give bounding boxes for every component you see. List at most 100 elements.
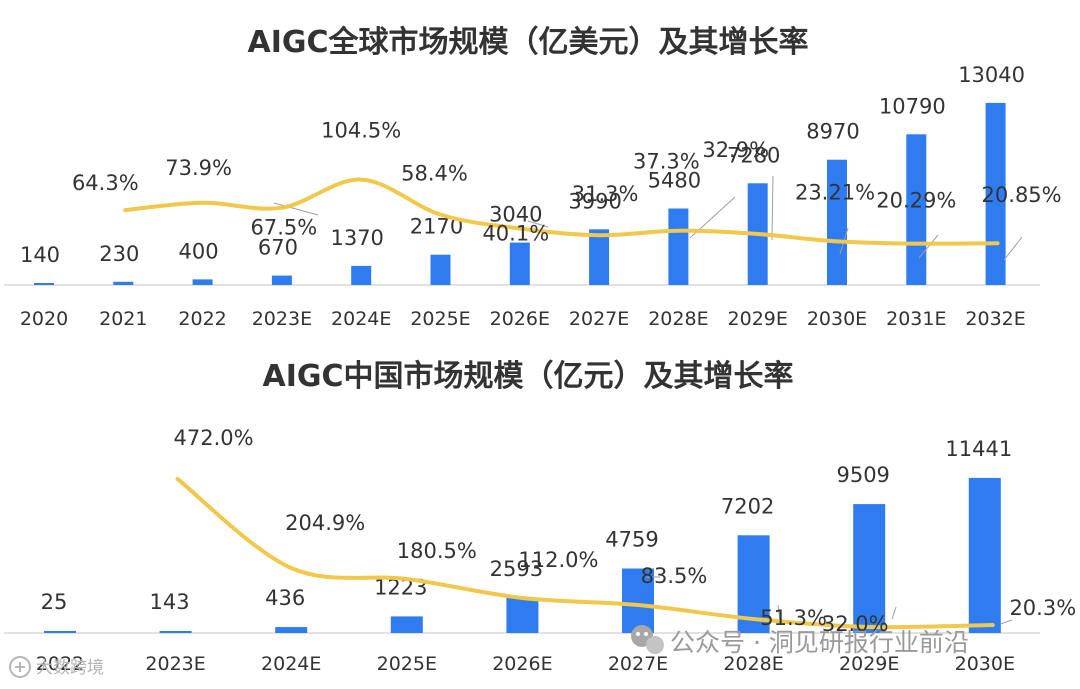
x-tick-label: 2022 [36, 653, 84, 675]
bar-value-label: 1370 [330, 226, 383, 250]
x-tick-label: 2028E [723, 653, 783, 675]
chart-title-global: AIGC全球市场规模（亿美元）及其增长率 [247, 25, 808, 60]
x-tick-label: 2024E [331, 308, 391, 330]
growth-rate-label: 67.5% [251, 216, 318, 240]
bar-2026E [509, 242, 530, 285]
corner-watermark-text: 大数跨境 [36, 658, 104, 678]
x-tick-label: 2026E [490, 308, 550, 330]
growth-rate-label: 32.9% [702, 138, 769, 162]
x-tick-label: 2023E [252, 308, 312, 330]
bar-value-label: 7202 [721, 494, 774, 518]
bar-2024E [351, 265, 372, 285]
bar-value-label: 230 [99, 242, 139, 266]
x-tick-label: 2032E [965, 308, 1025, 330]
watermark-text: 公众号 · 洞见研报行业前沿 [670, 628, 969, 657]
bar-2022 [192, 279, 213, 285]
x-tick-label: 2022 [178, 308, 226, 330]
x-tick-label: 2027E [608, 653, 668, 675]
x-tick-label: 2020 [20, 308, 68, 330]
growth-rate-label: 23.21% [795, 180, 875, 204]
leader-line [771, 175, 774, 241]
x-tick-label: 2030E [955, 653, 1015, 675]
growth-rate-line [175, 477, 995, 630]
growth-rate-label: 20.29% [876, 189, 956, 213]
bar-2028E [668, 208, 689, 285]
bar-value-label: 140 [20, 243, 60, 267]
growth-rate-label: 64.3% [72, 171, 139, 195]
leader-line [273, 202, 319, 216]
growth-rate-label: 472.0% [174, 426, 254, 450]
x-tick-label: 2025E [377, 653, 437, 675]
bar-2027E [589, 229, 610, 285]
x-tick-label: 2028E [648, 308, 708, 330]
growth-rate-label: 20.3% [1009, 596, 1076, 620]
x-tick-label: 2027E [569, 308, 629, 330]
bar-2024E [275, 627, 308, 633]
growth-rate-label: 58.4% [401, 162, 468, 186]
bar-2029E [853, 504, 886, 633]
growth-rate-label: 32.0% [822, 612, 889, 636]
bar-value-label: 7280 [727, 143, 780, 167]
bar-2030E [827, 159, 847, 285]
bar-value-label: 8970 [806, 120, 859, 144]
watermark: 公众号 · 洞见研报行业前沿 大数跨境 [9, 625, 969, 678]
bar-2026E [506, 597, 539, 633]
growth-rate-label: 104.5% [321, 119, 401, 143]
growth-rate-label: 180.5% [397, 539, 477, 563]
growth-rate-label: 31.3% [572, 182, 639, 206]
x-tick-label: 2031E [886, 308, 946, 330]
growth-rate-label: 112.0% [518, 548, 598, 572]
x-tick-label: 2026E [492, 653, 552, 675]
growth-rate-label: 40.1% [482, 222, 549, 246]
global-market-chart: AIGC全球市场规模（亿美元）及其增长率 140 230 400 670 1370 217… [4, 25, 1062, 330]
bar-2031E [906, 134, 927, 285]
chart-title-china: AIGC中国市场规模（亿元）及其增长率 [262, 359, 793, 394]
bar-value-label: 436 [265, 586, 305, 610]
bar-2023E [159, 631, 192, 633]
bar-value-label: 11441 [945, 437, 1012, 461]
leader-line [918, 234, 939, 259]
x-tick-label: 2029E [839, 653, 899, 675]
bar-value-label: 13040 [958, 63, 1025, 87]
bar-2025E [390, 616, 423, 633]
x-tick-label: 2023E [145, 653, 205, 675]
bar-value-label: 400 [179, 239, 219, 263]
leader-line [999, 619, 1013, 625]
bar-value-label: 4759 [605, 528, 658, 552]
bar-value-label: 9509 [836, 463, 889, 487]
bar-2030E [968, 477, 1001, 633]
leader-line [1003, 236, 1023, 261]
bar-value-label: 2593 [490, 557, 543, 581]
x-tick-label: 2021 [99, 308, 147, 330]
corner-logo-icon [9, 656, 31, 678]
bar-2025E [430, 254, 451, 285]
bar-2020 [34, 283, 54, 285]
bar-2021 [113, 281, 134, 285]
leader-line [777, 604, 781, 621]
x-tick-label: 2025E [410, 308, 470, 330]
growth-rate-line [123, 177, 1000, 246]
leader-line [527, 220, 549, 228]
bar-value-label: 143 [150, 590, 190, 614]
growth-rate-label: 73.9% [165, 156, 232, 180]
china-market-chart: AIGC中国市场规模（亿元）及其增长率 25 143 436 122325934759… [4, 359, 1076, 675]
bar-value-label: 5480 [648, 169, 701, 193]
growth-rate-label: 20.85% [982, 183, 1062, 207]
growth-rate-label: 204.9% [285, 511, 365, 535]
leader-line [891, 606, 897, 620]
bar-value-label: 3990 [568, 189, 621, 213]
growth-rate-label: 51.3% [760, 606, 827, 630]
x-tick-label: 2024E [261, 653, 321, 675]
bar-2032E [985, 102, 1006, 286]
x-tick-label: 2029E [728, 308, 788, 330]
bar-value-label: 10790 [879, 94, 946, 118]
bar-2027E [622, 568, 654, 633]
bar-2022 [44, 631, 76, 633]
growth-rate-label: 37.3% [633, 150, 700, 174]
bar-2023E [271, 275, 292, 285]
bar-value-label: 25 [41, 590, 68, 614]
growth-rate-label: 83.5% [641, 564, 708, 588]
x-tick-label: 2030E [807, 308, 867, 330]
wechat-icon [631, 625, 664, 654]
